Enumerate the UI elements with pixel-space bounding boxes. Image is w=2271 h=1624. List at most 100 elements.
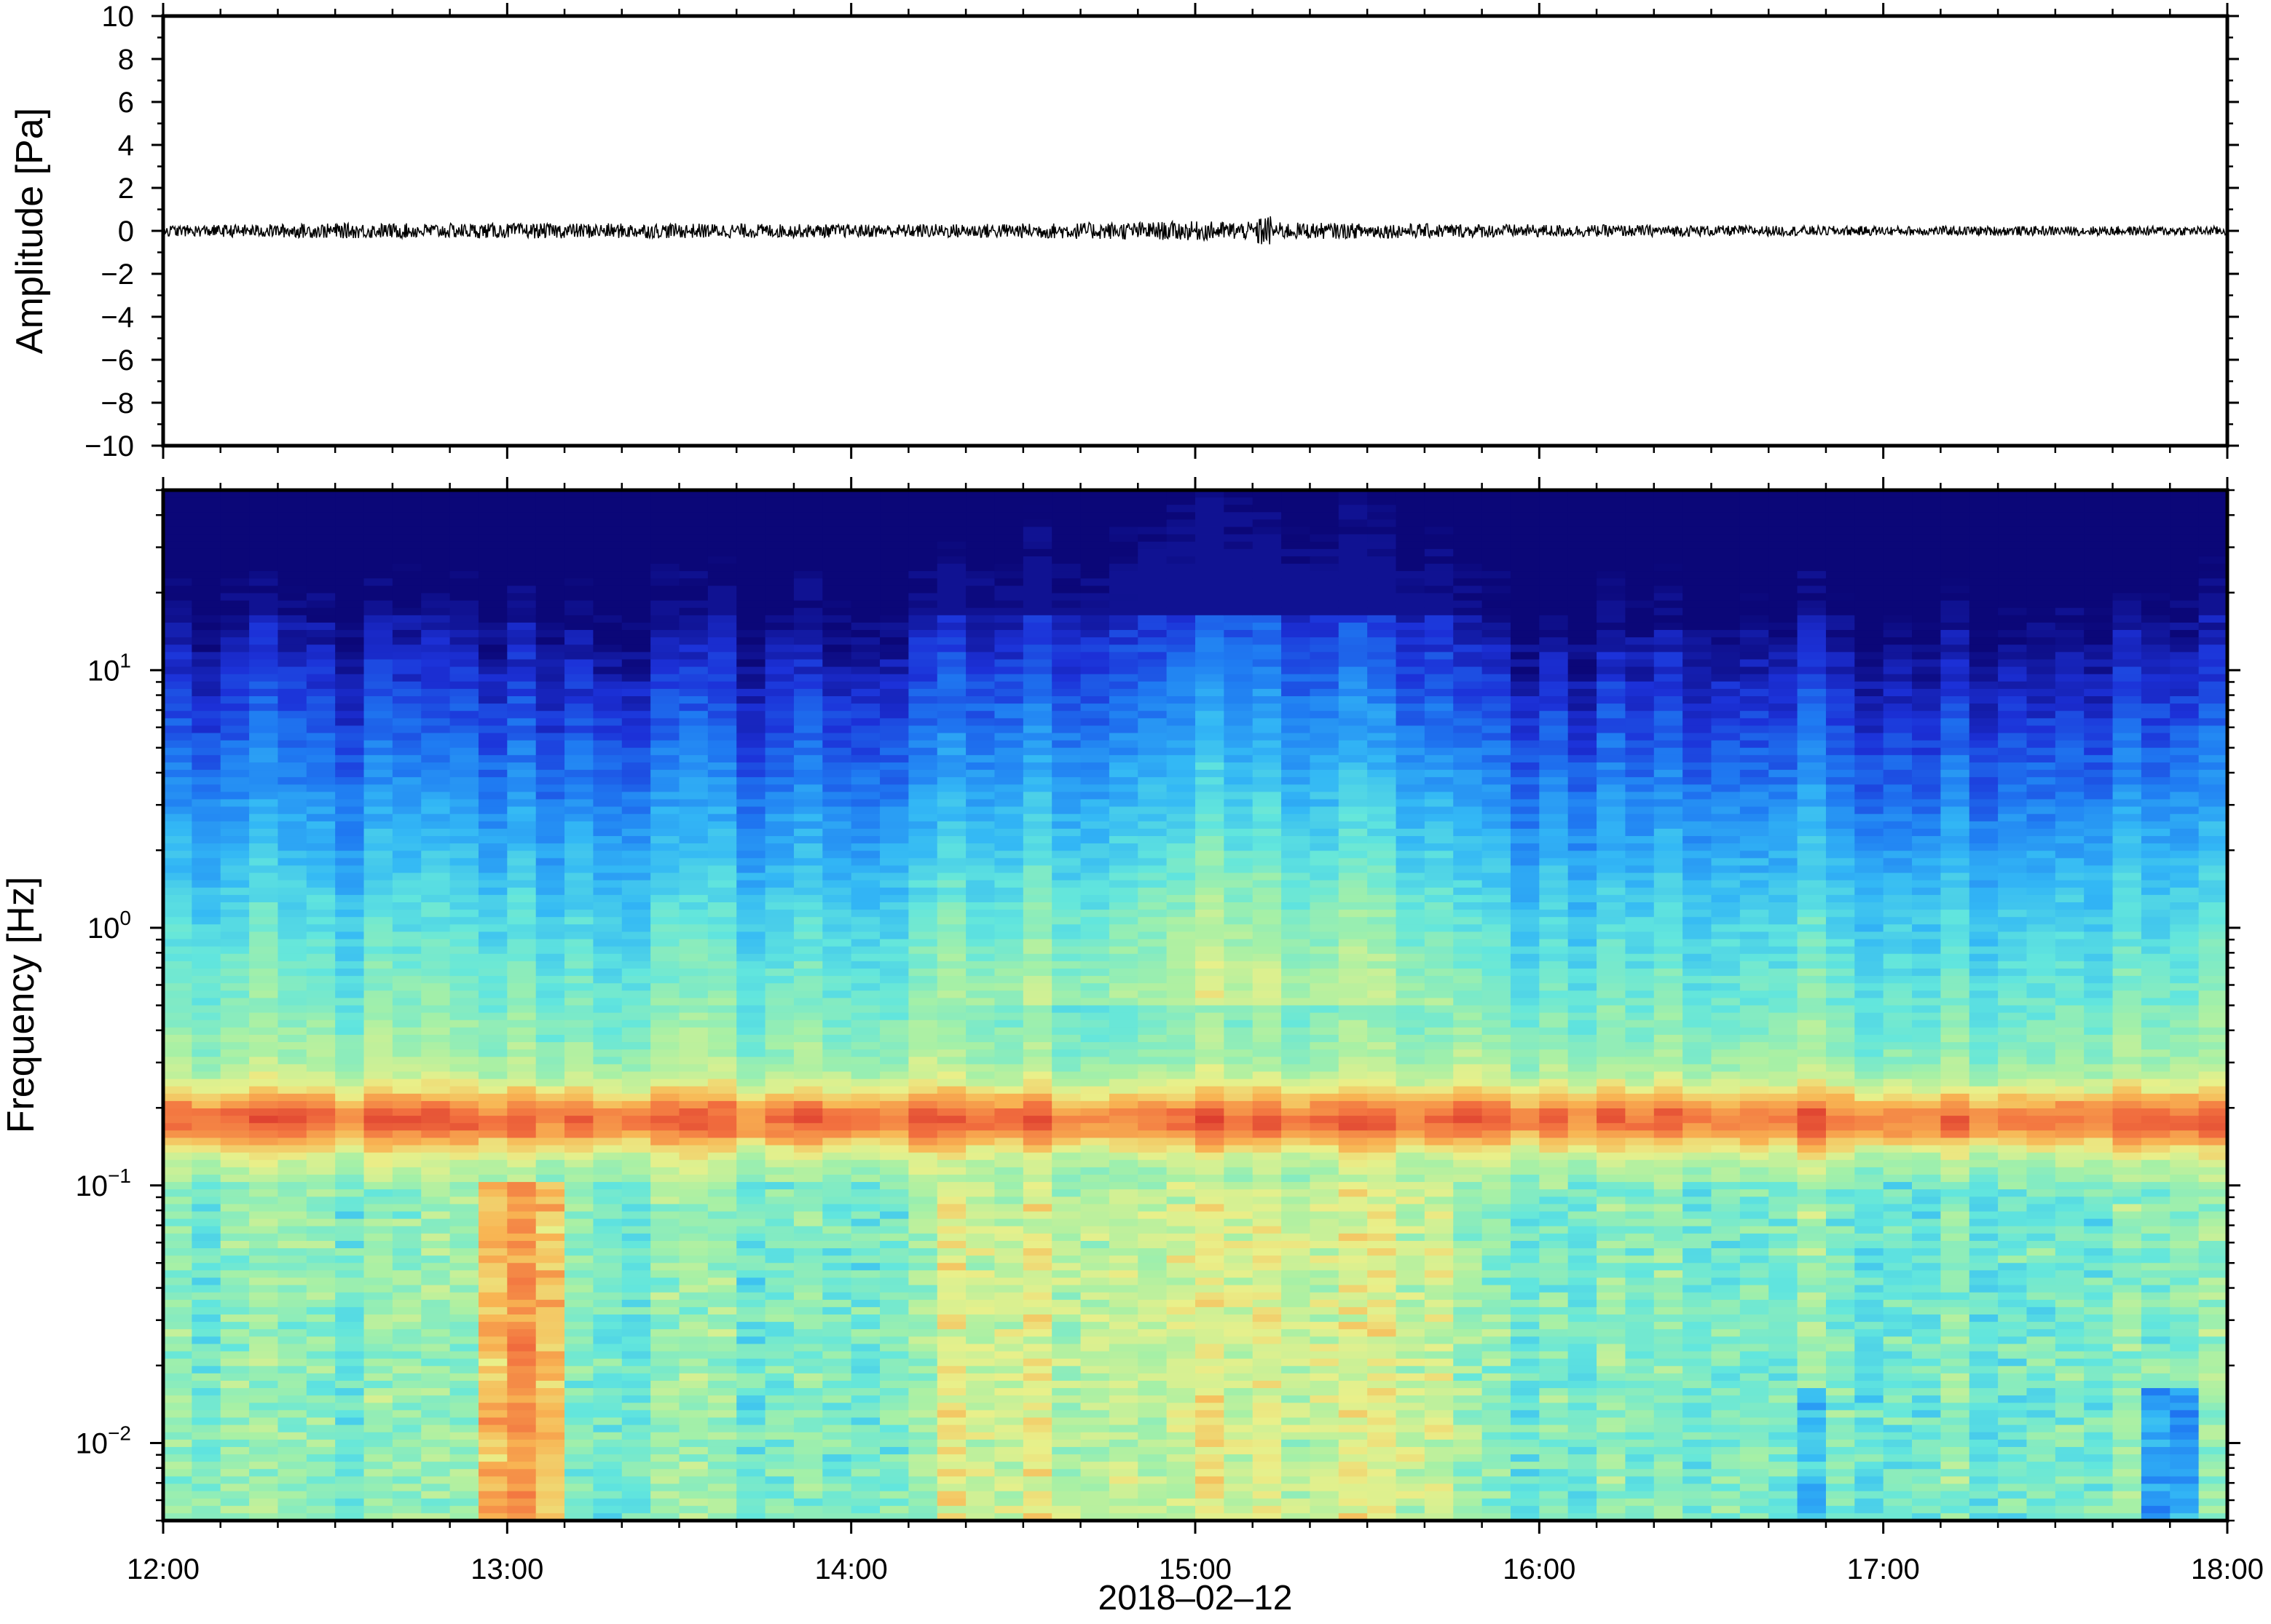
heatmap-cell	[449, 1373, 479, 1381]
heatmap-cell	[306, 924, 336, 933]
heatmap-cell	[966, 821, 996, 829]
heatmap-cell	[1138, 1027, 1168, 1036]
heatmap-cell	[765, 1285, 795, 1293]
heatmap-cell	[249, 1314, 279, 1323]
heatmap-cell	[535, 1145, 565, 1154]
heatmap-cell	[564, 652, 594, 661]
heatmap-cell	[736, 1513, 766, 1521]
heatmap-cell	[163, 1218, 192, 1227]
heatmap-cell	[937, 674, 967, 682]
heatmap-cell	[507, 1498, 537, 1507]
heatmap-cell	[306, 1314, 336, 1323]
heatmap-cell	[1109, 1299, 1138, 1308]
heatmap-cell	[249, 843, 279, 851]
heatmap-cell	[449, 519, 479, 528]
heatmap-cell	[564, 1152, 594, 1161]
heatmap-cell	[363, 1064, 393, 1073]
heatmap-cell	[851, 1277, 881, 1286]
heatmap-cell	[249, 497, 279, 505]
heatmap-cell	[163, 1322, 192, 1330]
heatmap-cell	[1138, 843, 1168, 851]
heatmap-cell	[994, 681, 1024, 690]
heatmap-cell	[1023, 1498, 1052, 1507]
heatmap-cell	[679, 836, 709, 844]
heatmap-cell	[478, 607, 508, 616]
heatmap-cell	[851, 843, 881, 851]
heatmap-cell	[335, 754, 365, 763]
heatmap-cell	[679, 1012, 709, 1021]
heatmap-cell	[765, 1057, 795, 1065]
heatmap-cell	[851, 1380, 881, 1389]
heatmap-cell	[220, 1432, 250, 1440]
heatmap-cell	[621, 887, 651, 896]
heatmap-cell	[306, 953, 336, 962]
heatmap-cell	[851, 1226, 881, 1234]
heatmap-cell	[593, 1130, 623, 1139]
heatmap-cell	[679, 806, 709, 815]
heatmap-cell	[679, 1365, 709, 1374]
heatmap-cell	[278, 858, 307, 867]
heatmap-cell	[220, 1167, 250, 1175]
heatmap-cell	[593, 872, 623, 881]
heatmap-cell	[278, 1462, 307, 1470]
heatmap-cell	[1052, 917, 1082, 925]
heatmap-cell	[249, 1182, 279, 1190]
heatmap-cell	[621, 652, 651, 661]
heatmap-cell	[765, 674, 795, 682]
heatmap-cell	[1138, 556, 1168, 564]
heatmap-cell	[507, 1322, 537, 1330]
heatmap-cell	[335, 1042, 365, 1050]
heatmap-cell	[392, 740, 422, 749]
heatmap-cell	[192, 821, 221, 829]
heatmap-cell	[335, 637, 365, 645]
heatmap-cell	[363, 880, 393, 888]
heatmap-cell	[994, 1189, 1024, 1197]
heatmap-cell	[163, 1211, 192, 1220]
heatmap-cell	[1052, 924, 1082, 933]
heatmap-cell	[822, 1410, 852, 1419]
heatmap-cell	[306, 1145, 336, 1154]
heatmap-cell	[1109, 813, 1138, 822]
heatmap-cell	[1052, 1322, 1082, 1330]
heatmap-cell	[507, 1491, 537, 1499]
heatmap-cell	[679, 931, 709, 940]
heatmap-cell	[335, 733, 365, 741]
heatmap-cell	[1052, 645, 1082, 653]
heatmap-cell	[1138, 548, 1168, 557]
heatmap-cell	[449, 1395, 479, 1403]
heatmap-cell	[392, 1086, 422, 1095]
heatmap-cell	[707, 505, 737, 513]
heatmap-cell	[564, 1189, 594, 1197]
heatmap-cell	[908, 924, 938, 933]
heatmap-cell	[650, 762, 680, 770]
heatmap-cell	[192, 983, 221, 991]
heatmap-cell	[994, 1240, 1024, 1249]
heatmap-cell	[192, 674, 221, 682]
heatmap-cell	[564, 754, 594, 763]
heatmap-cell	[736, 1462, 766, 1470]
heatmap-cell	[966, 556, 996, 564]
heatmap-cell	[621, 880, 651, 888]
heatmap-cell	[765, 1329, 795, 1337]
heatmap-cell	[535, 1123, 565, 1131]
heatmap-cell	[650, 630, 680, 638]
heatmap-cell	[851, 1218, 881, 1227]
heatmap-cell	[392, 645, 422, 653]
heatmap-cell	[535, 1365, 565, 1374]
heatmap-cell	[335, 541, 365, 550]
heatmap-cell	[822, 1248, 852, 1256]
heatmap-cell	[335, 1086, 365, 1095]
heatmap-cell	[1080, 754, 1110, 763]
heatmap-cell	[421, 1439, 451, 1448]
heatmap-cell	[507, 1513, 537, 1521]
heatmap-cell	[650, 1049, 680, 1057]
heatmap-cell	[880, 976, 909, 984]
heatmap-cell	[1052, 534, 1082, 543]
heatmap-cell	[650, 872, 680, 881]
heatmap-cell	[392, 1424, 422, 1433]
heatmap-cell	[937, 711, 967, 719]
heatmap-cell	[163, 806, 192, 815]
heatmap-cell	[1023, 1462, 1052, 1470]
heatmap-cell	[535, 1498, 565, 1507]
heatmap-cell	[937, 637, 967, 645]
